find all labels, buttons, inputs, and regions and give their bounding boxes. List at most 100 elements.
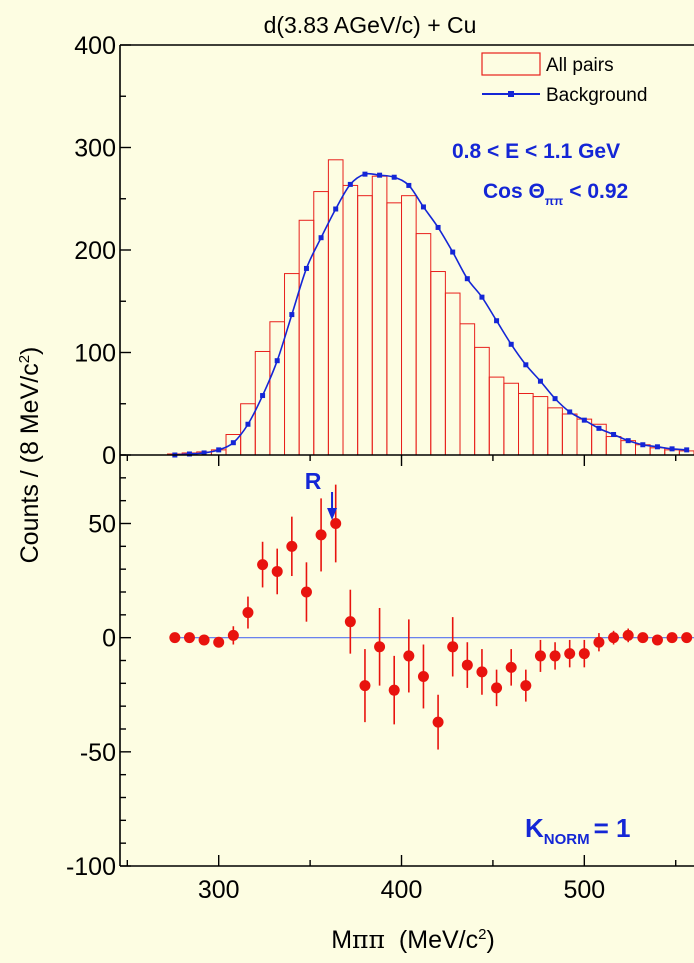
background-curve-point	[303, 265, 309, 271]
residual-point	[403, 650, 415, 662]
background-curve-point	[523, 362, 529, 368]
chart-title: d(3.83 AGeV/c) + Cu	[264, 12, 477, 38]
x-axis-label-unit: (MeV/c	[399, 926, 478, 954]
y-axis-label-close: )	[16, 347, 44, 355]
residual-point	[593, 636, 605, 648]
residual-point	[286, 540, 298, 552]
background-curve-point	[406, 182, 412, 188]
residual-point	[637, 632, 649, 644]
y-tick-label: 100	[74, 340, 116, 368]
energy-cut-label: 0.8 < E < 1.1 GeV	[452, 140, 620, 163]
residual-point	[213, 636, 225, 648]
x-axis-label-pipi: ππ	[352, 925, 385, 954]
knorm-subscript: NORM	[544, 831, 590, 848]
background-curve-point	[611, 432, 617, 437]
background-curve-point	[230, 440, 236, 446]
y-tick-label: 0	[102, 442, 116, 470]
cos-cut-prefix: Cos Θ	[483, 180, 545, 203]
cos-cut-subscript: ππ	[545, 194, 563, 208]
background-curve-point	[581, 417, 587, 423]
residual-points-layer	[169, 484, 693, 750]
residual-point	[520, 680, 532, 692]
residual-point	[461, 659, 473, 671]
x-axis-label: Mππ (MeV/c2)	[331, 925, 495, 954]
knorm-label: KNORM = 1	[525, 813, 630, 848]
residual-point	[315, 529, 327, 541]
y-axis-label-main: Counts / (8 MeV/c	[16, 363, 44, 563]
background-curve-point	[596, 425, 602, 431]
background-curve-point	[508, 341, 514, 347]
residual-point	[564, 648, 576, 660]
y-tick-label: 0	[102, 625, 116, 653]
background-curve-point	[537, 378, 543, 384]
x-axis-label-sup: 2	[478, 926, 486, 943]
residual-point	[578, 648, 590, 660]
residual-point	[227, 629, 239, 641]
y-tick-label: -100	[66, 853, 116, 881]
background-curve-point	[684, 447, 690, 453]
residual-point	[198, 634, 210, 646]
legend-background-label: Background	[546, 85, 647, 106]
legend: All pairs Background	[481, 52, 647, 106]
background-curve-point	[420, 204, 426, 210]
x-tick-label: 500	[563, 876, 605, 904]
background-curve-point	[391, 174, 397, 180]
cos-cut-label: Cos Θππ < 0.92	[483, 180, 628, 208]
residual-point	[491, 682, 503, 694]
background-curve-point	[362, 171, 368, 177]
residual-point	[417, 670, 429, 682]
residual-point	[622, 629, 634, 641]
background-curve-point	[347, 181, 353, 187]
residual-point	[447, 641, 459, 653]
background-curve-point	[186, 451, 192, 457]
residual-point	[183, 632, 195, 644]
r-marker-arrow-head	[327, 508, 338, 520]
residual-point	[681, 632, 693, 644]
y-tick-label: 50	[88, 511, 116, 539]
background-curve-point	[464, 276, 470, 282]
y-tick-label: 200	[74, 237, 116, 265]
residual-point	[374, 641, 386, 653]
x-axis-label-close: )	[486, 926, 494, 954]
legend-histogram-swatch	[481, 52, 541, 76]
background-curve-point	[260, 393, 266, 399]
x-tick-label: 300	[198, 876, 240, 904]
residual-point	[344, 616, 356, 628]
background-curve-point	[654, 444, 660, 450]
residual-point	[608, 632, 620, 644]
background-curve-point	[450, 249, 456, 255]
background-curve-point	[274, 358, 280, 364]
cos-cut-suffix: < 0.92	[569, 180, 628, 203]
residual-point	[330, 518, 342, 529]
legend-background-marker	[508, 91, 514, 97]
axis-ticks	[120, 44, 677, 867]
residual-point	[300, 586, 312, 598]
residual-point	[432, 716, 444, 728]
y-tick-label: 400	[74, 32, 116, 60]
legend-histogram-label: All pairs	[546, 55, 614, 76]
background-curve-point	[333, 206, 339, 212]
background-curve-point	[494, 318, 500, 324]
residual-point	[505, 661, 517, 673]
knorm-k: K	[525, 813, 544, 843]
residual-point	[359, 680, 371, 692]
background-curve-point	[318, 235, 324, 241]
residual-point	[242, 607, 254, 619]
r-marker-label: R	[305, 468, 322, 494]
background-curve-point	[479, 294, 485, 300]
background-curve-point	[567, 409, 573, 415]
x-axis-label-m: M	[331, 926, 352, 954]
background-curve-point	[640, 442, 646, 448]
knorm-value: = 1	[594, 813, 631, 843]
background-curve-point	[625, 438, 631, 444]
background-curve-point	[377, 172, 383, 178]
residual-point	[476, 666, 488, 678]
background-curve-layer	[172, 171, 690, 458]
background-curve-point	[552, 396, 558, 402]
residual-point	[388, 684, 400, 696]
y-tick-label: 300	[74, 135, 116, 163]
residual-point	[534, 650, 546, 662]
